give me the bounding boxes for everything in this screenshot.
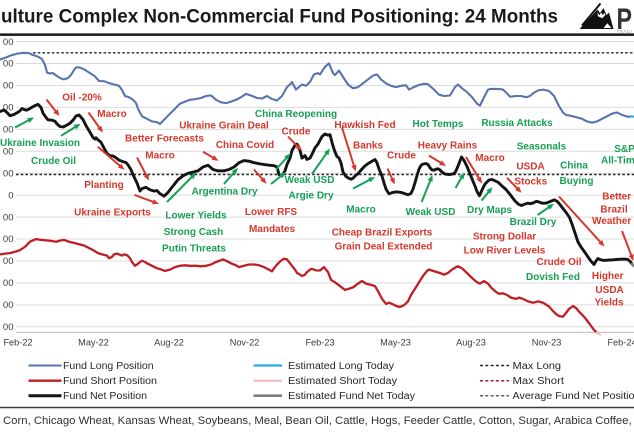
svg-text:USDA: USDA <box>516 161 544 172</box>
svg-text:00: 00 <box>3 168 14 179</box>
svg-text:Fund Net Position: Fund Net Position <box>63 391 147 402</box>
svg-text:Lower RFS: Lower RFS <box>245 207 298 218</box>
svg-text:Feb-23: Feb-23 <box>305 338 334 348</box>
svg-text:00: 00 <box>3 37 14 48</box>
svg-text:TRADI: TRADI <box>617 29 633 34</box>
svg-text:Buying: Buying <box>560 176 594 187</box>
svg-text:Aug-23: Aug-23 <box>456 338 486 348</box>
svg-text:Macro: Macro <box>475 153 504 164</box>
svg-text:Strong Cash: Strong Cash <box>164 227 223 238</box>
svg-text:Dry Maps: Dry Maps <box>467 205 512 216</box>
svg-text:USDA: USDA <box>595 285 623 296</box>
svg-text:Crude Oil: Crude Oil <box>31 156 76 167</box>
svg-text:00: 00 <box>3 125 14 136</box>
svg-text:Lower Yields: Lower Yields <box>165 211 227 222</box>
svg-text:Aug-22: Aug-22 <box>154 338 184 348</box>
svg-text:Max Long: Max Long <box>513 361 562 372</box>
svg-text:Macro: Macro <box>346 205 375 216</box>
svg-text:00: 00 <box>3 234 14 245</box>
svg-text:China Covid: China Covid <box>216 140 274 151</box>
svg-text:Banks: Banks <box>353 140 383 151</box>
svg-text:00: 00 <box>3 300 14 311</box>
svg-text:Estimated Short Today: Estimated Short Today <box>288 376 397 387</box>
svg-text:00: 00 <box>3 256 14 267</box>
svg-text:Yields: Yields <box>594 298 624 309</box>
svg-text:China Reopening: China Reopening <box>255 109 337 120</box>
svg-text:Hot Temps: Hot Temps <box>413 119 464 130</box>
svg-text:Better Forecasts: Better Forecasts <box>125 134 204 145</box>
svg-text:Ukraine Grain Deal: Ukraine Grain Deal <box>179 121 269 132</box>
svg-text:S&P: S&P <box>614 144 634 155</box>
svg-text:Argentina Dry: Argentina Dry <box>191 187 258 198</box>
svg-text:May-23: May-23 <box>380 338 411 348</box>
svg-text:Cheap Brazil Exports: Cheap Brazil Exports <box>332 228 433 239</box>
svg-text:Crude Oil: Crude Oil <box>536 257 581 268</box>
svg-text:Weak USD: Weak USD <box>406 207 456 218</box>
svg-text:Brazil Dry: Brazil Dry <box>510 217 557 228</box>
svg-text:Estimated Long Today: Estimated Long Today <box>288 361 394 372</box>
svg-text:Planting: Planting <box>84 180 123 191</box>
svg-text:ulture Complex Non-Commercial: ulture Complex Non-Commercial Fund Posit… <box>1 6 558 28</box>
svg-text:Ukraine Exports: Ukraine Exports <box>74 208 151 219</box>
svg-text:Feb-22: Feb-22 <box>3 338 32 348</box>
svg-text:00: 00 <box>3 81 14 92</box>
svg-text:00: 00 <box>3 59 14 70</box>
svg-text:Nov-22: Nov-22 <box>230 338 260 348</box>
svg-text:P: P <box>617 3 633 36</box>
svg-text:May-22: May-22 <box>78 338 109 348</box>
svg-text:Better: Better <box>602 192 631 203</box>
svg-text:Oil -20%: Oil -20% <box>62 93 102 104</box>
svg-text:00: 00 <box>3 278 14 289</box>
svg-text:Crude: Crude <box>282 126 311 137</box>
svg-text:Stocks: Stocks <box>514 177 547 188</box>
svg-text:Macro: Macro <box>145 151 174 162</box>
svg-text:Dovish Fed: Dovish Fed <box>526 272 580 283</box>
svg-text:Heavy Rains: Heavy Rains <box>418 140 478 151</box>
svg-text:Feb-24: Feb-24 <box>607 338 634 348</box>
svg-text:Fund Long Position: Fund Long Position <box>63 361 154 372</box>
svg-text:Higher: Higher <box>592 271 624 282</box>
svg-text:Argie Dry: Argie Dry <box>288 191 333 202</box>
svg-text:Nov-23: Nov-23 <box>532 338 562 348</box>
svg-text:Strong Dollar: Strong Dollar <box>473 232 536 243</box>
svg-text:Estimated Fund Net Today: Estimated Fund Net Today <box>288 391 415 402</box>
svg-text:Low River Levels: Low River Levels <box>464 246 546 257</box>
svg-text:Max Short: Max Short <box>513 376 565 387</box>
svg-text:Fund Short Position: Fund Short Position <box>63 376 157 387</box>
svg-text:00: 00 <box>3 212 14 223</box>
svg-text:Macro: Macro <box>97 109 126 120</box>
svg-text:Mandates: Mandates <box>249 224 296 235</box>
svg-text:Weak USD: Weak USD <box>285 175 335 186</box>
svg-text:00: 00 <box>3 147 14 158</box>
svg-text:Putin Threats: Putin Threats <box>162 244 226 255</box>
svg-text:Crude: Crude <box>387 151 416 162</box>
svg-text:Corn, Chicago Wheat, Kansas Wh: Corn, Chicago Wheat, Kansas Wheat, Soybe… <box>3 415 634 427</box>
svg-text:Seasonals: Seasonals <box>517 142 567 153</box>
svg-text:00: 00 <box>3 103 14 114</box>
svg-text:0: 0 <box>8 190 13 201</box>
svg-text:Weather: Weather <box>592 216 631 227</box>
svg-text:Ukraine Invasion: Ukraine Invasion <box>0 138 80 149</box>
svg-text:00: 00 <box>3 322 14 333</box>
svg-text:Hawkish Fed: Hawkish Fed <box>334 120 395 131</box>
svg-text:China: China <box>560 161 588 172</box>
svg-text:All-Time: All-Time <box>601 156 634 167</box>
svg-text:Brazil: Brazil <box>600 205 627 216</box>
svg-text:Russia Attacks: Russia Attacks <box>481 118 553 129</box>
svg-text:Average Fund Net Position: Average Fund Net Position <box>513 391 634 402</box>
svg-text:Grain Deal Extended: Grain Deal Extended <box>335 242 433 253</box>
